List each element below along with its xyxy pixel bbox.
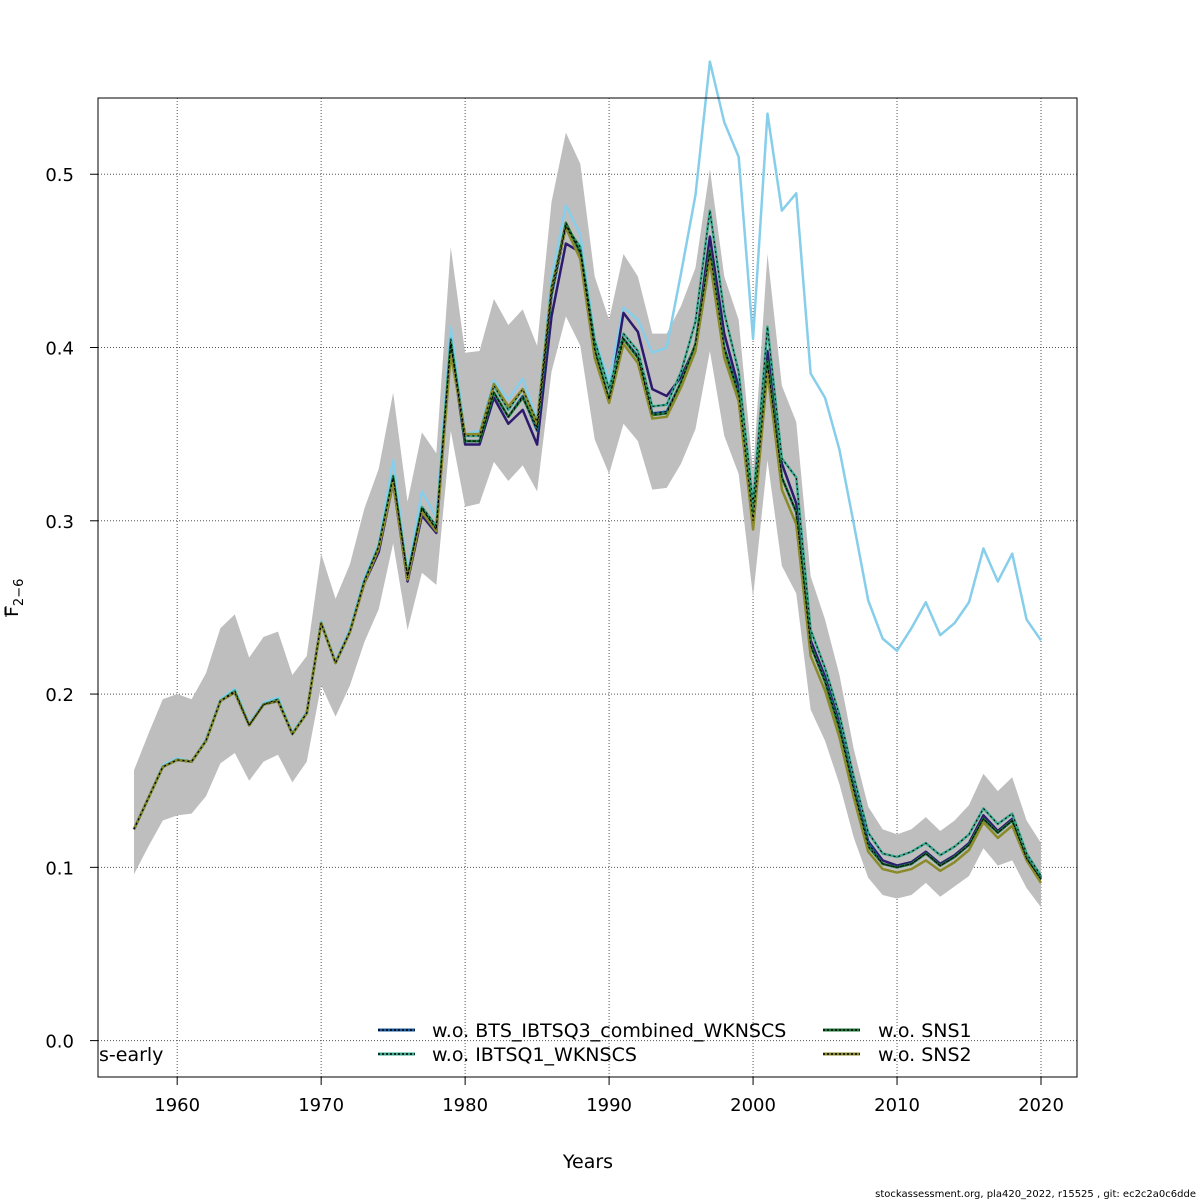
- series-line-5: [132, 226, 1043, 884]
- y-axis-title: F2−6: [1, 579, 27, 617]
- x-tick-label: 2020: [1018, 1095, 1064, 1116]
- y-axis-title-sub: 2−6: [12, 579, 27, 606]
- series-dots-4: [133, 221, 1042, 880]
- legend-label-ibtsq1: w.o. IBTSQ1_WKNSCS: [432, 1044, 637, 1066]
- x-axis-title: Years: [562, 1151, 613, 1173]
- svg-text:F2−6: F2−6: [1, 579, 27, 617]
- y-tick-label: 0.0: [45, 1032, 74, 1053]
- x-tick-label: 1960: [154, 1095, 200, 1116]
- y-axis: 0.0 0.1 0.2 0.3 0.4 0.5: [45, 165, 98, 1053]
- confidence-band-layer: [133, 132, 1042, 908]
- plot-frame: [97, 97, 1078, 1078]
- x-tick-label: 1970: [298, 1095, 344, 1116]
- legend-label-sns1: w.o. SNS1: [878, 1020, 972, 1042]
- y-tick-label: 0.1: [45, 858, 74, 879]
- x-tick-label: 2000: [730, 1095, 776, 1116]
- legend-item-ibtsq1: w.o. IBTSQ1_WKNSCS: [378, 1044, 637, 1066]
- y-tick-label: 0.3: [45, 512, 74, 533]
- x-tick-label: 1980: [442, 1095, 488, 1116]
- y-tick-label: 0.5: [45, 165, 74, 186]
- x-tick-label: 2010: [874, 1095, 920, 1116]
- x-axis: 1960 1970 1980 1990 2000 2010 2020: [154, 1077, 1064, 1116]
- series-layer: [132, 60, 1043, 884]
- legend-label-sns2: w.o. SNS2: [878, 1044, 972, 1066]
- footer-source-text: stockassessment.org, pla420_2022, r15525…: [875, 1189, 1196, 1200]
- y-tick-label: 0.2: [45, 685, 74, 706]
- legend-label-bts: w.o. BTS_IBTSQ3_combined_WKNSCS: [432, 1020, 786, 1042]
- corner-label: s-early: [99, 1044, 163, 1066]
- y-axis-title-main: F: [1, 606, 23, 617]
- confidence-band: [133, 132, 1042, 908]
- x-tick-label: 1990: [586, 1095, 632, 1116]
- y-tick-label: 0.4: [45, 339, 74, 360]
- legend-item-sns1: w.o. SNS1: [823, 1020, 972, 1042]
- legend-item-bts: w.o. BTS_IBTSQ3_combined_WKNSCS: [378, 1020, 786, 1042]
- legend: w.o. BTS_IBTSQ3_combined_WKNSCS w.o. IBT…: [378, 1020, 972, 1066]
- legend-item-sns2: w.o. SNS2: [823, 1044, 972, 1066]
